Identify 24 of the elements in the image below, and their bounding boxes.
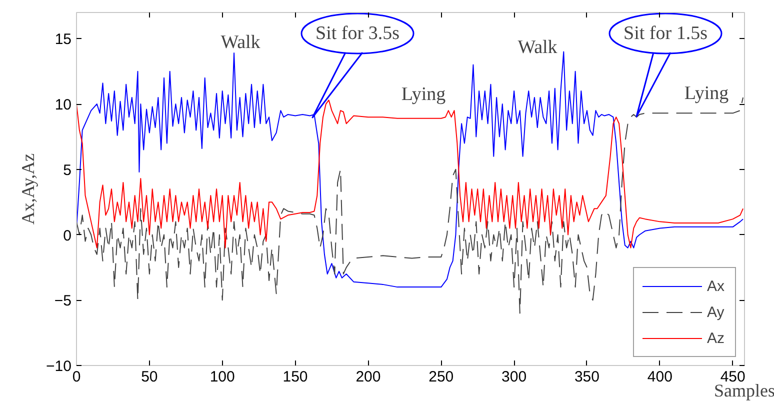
annotation: Sit for 1.5s (624, 23, 708, 44)
x-tick-label: 400 (647, 368, 672, 386)
y-tick-label: −10 (46, 358, 72, 375)
y-tick-label: 5 (63, 162, 72, 179)
x-tick-label: 150 (282, 368, 308, 386)
x-tick-label: 50 (141, 368, 158, 386)
annotation: Walk (220, 32, 261, 53)
y-tick-label: 15 (54, 31, 72, 48)
y-tick-label: 10 (54, 96, 72, 114)
annotation: Lying (684, 83, 730, 104)
x-tick-label: 200 (356, 368, 381, 386)
y-axis-title: Ax,Ay,Az (18, 153, 38, 225)
legend-label: Ay (707, 304, 726, 320)
annotation: Sit for 3.5s (316, 23, 400, 44)
y-tick-label: 0 (63, 227, 72, 244)
legend-label: Az (707, 330, 726, 346)
y-tick-label: −5 (54, 292, 72, 310)
x-tick-label: 300 (502, 368, 527, 386)
annotation: Walk (518, 37, 558, 58)
x-tick-label: 100 (210, 368, 235, 386)
x-tick-label: 250 (428, 368, 454, 386)
legend-label: Ax (707, 278, 726, 294)
x-tick-label: 350 (574, 368, 600, 386)
annotation: Lying (401, 84, 446, 105)
